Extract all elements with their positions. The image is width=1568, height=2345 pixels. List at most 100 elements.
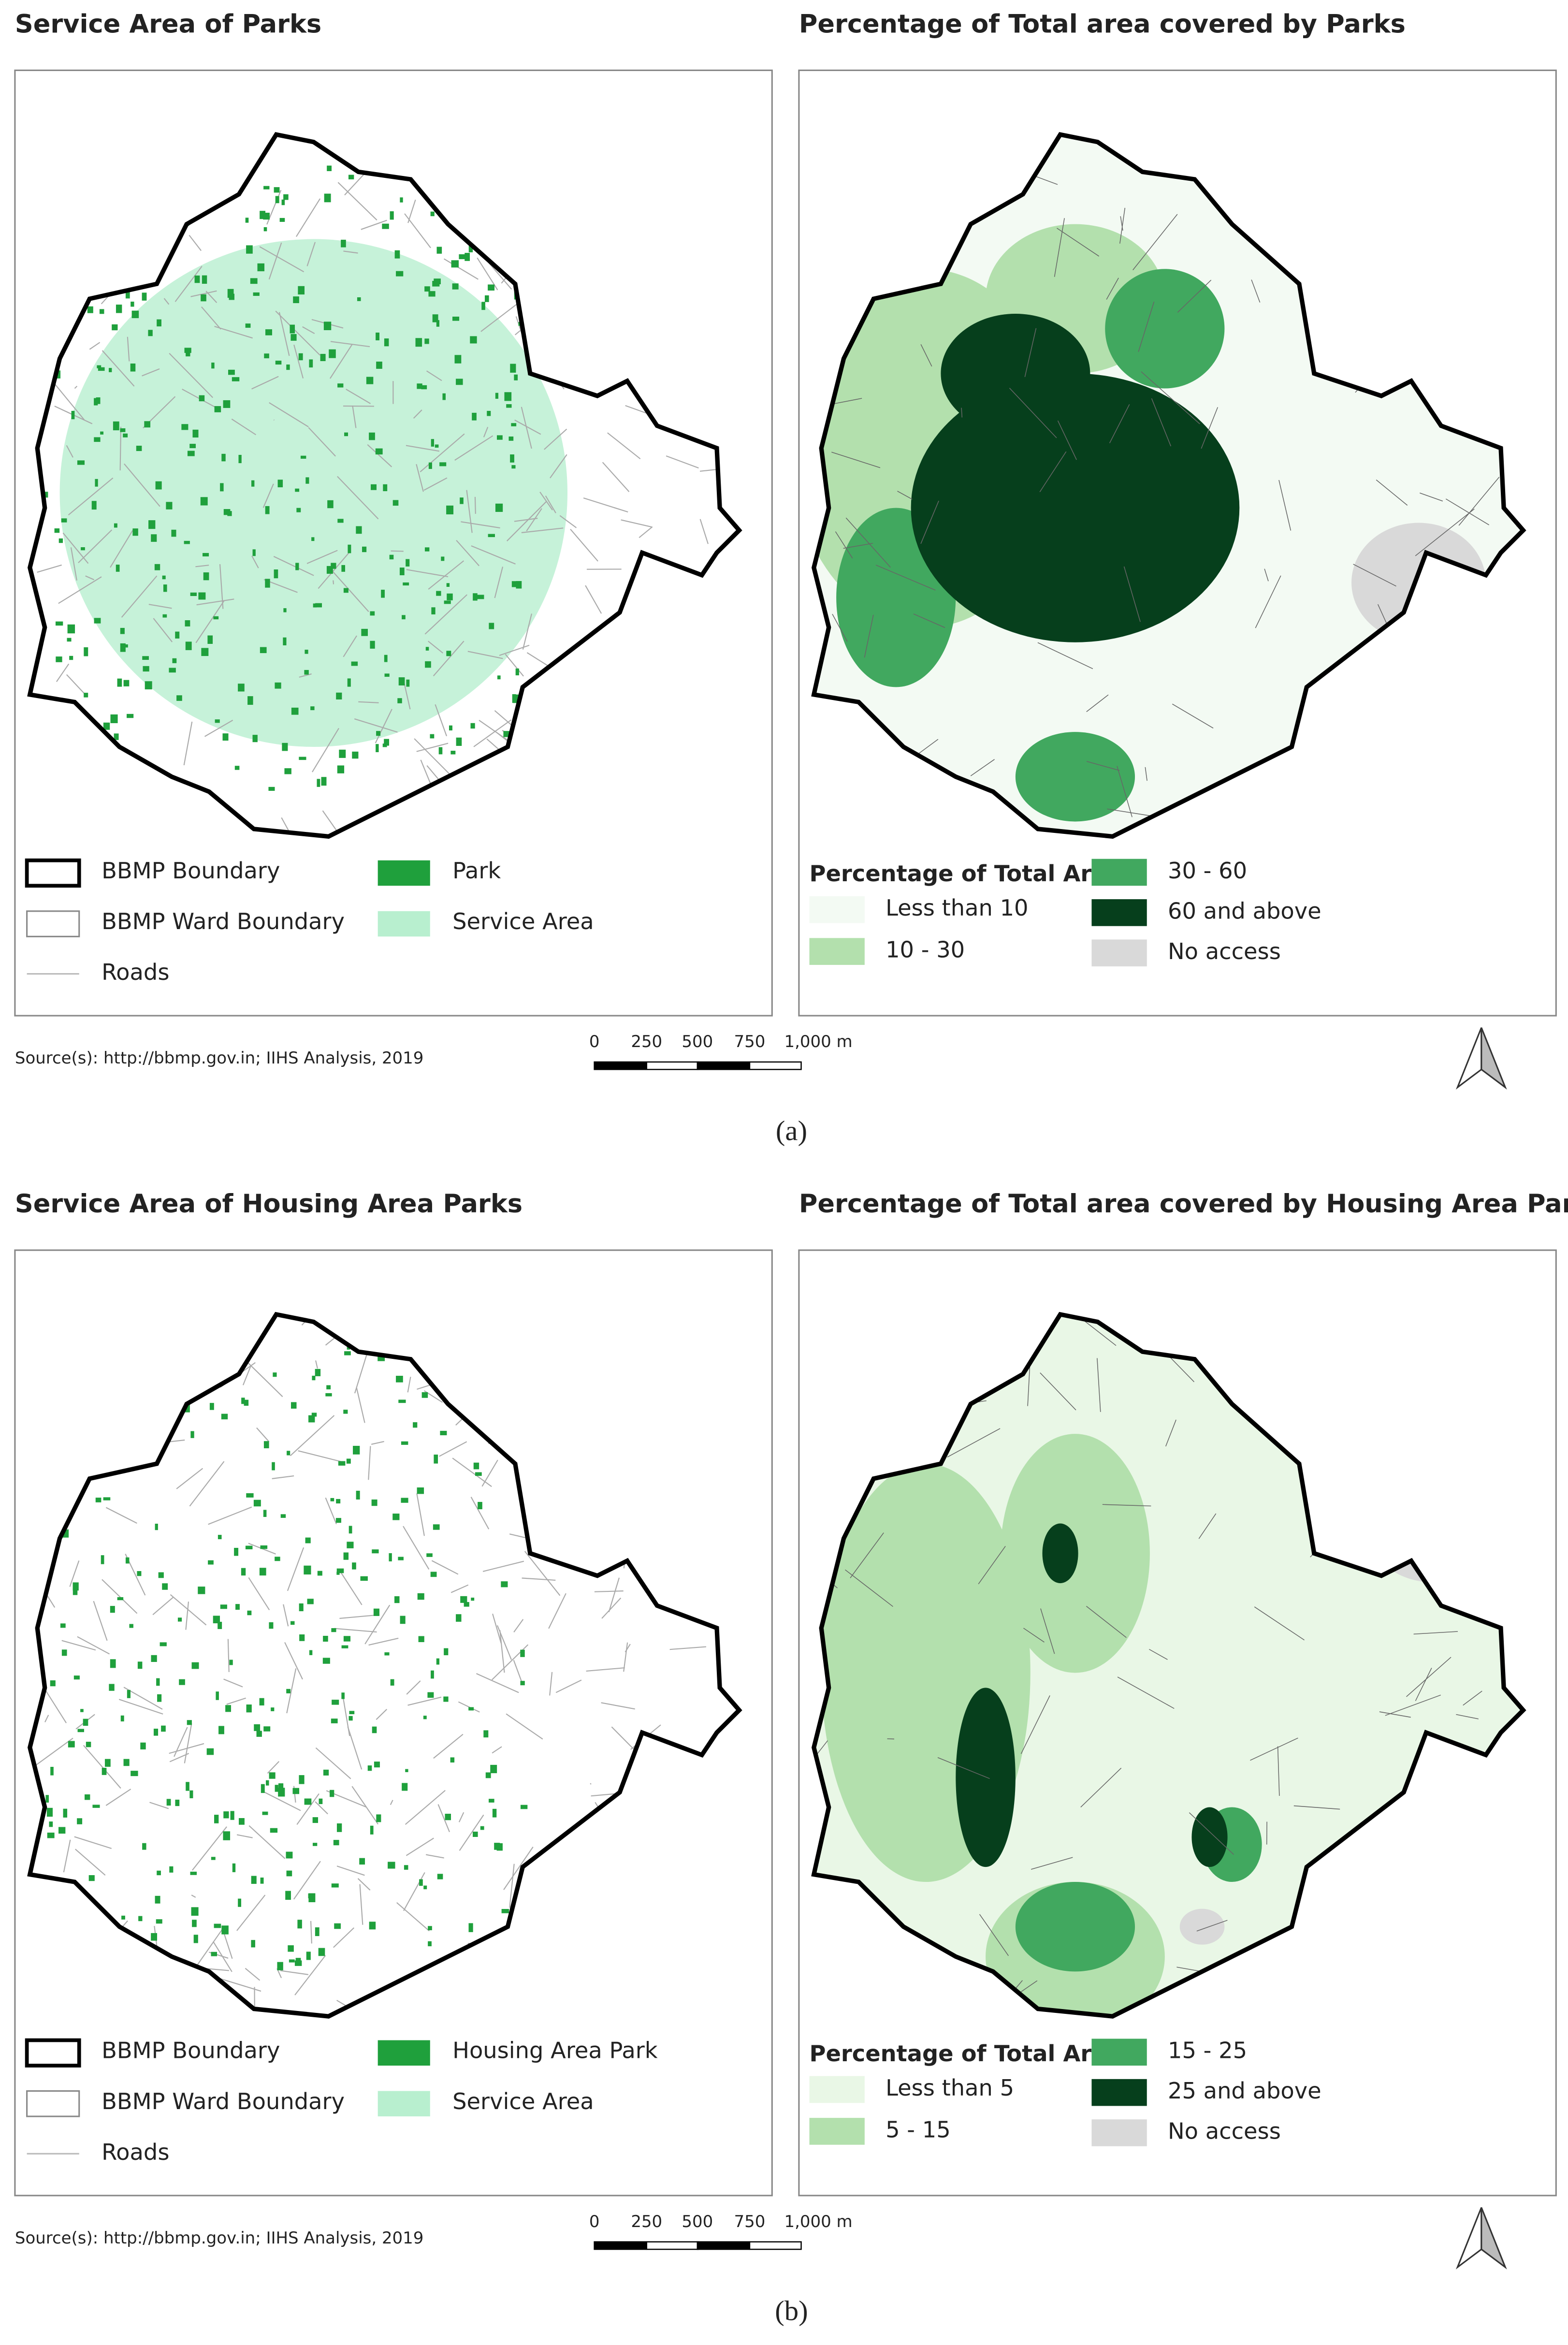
park xyxy=(51,1467,57,1476)
road xyxy=(192,1826,227,1871)
park xyxy=(290,324,295,334)
road xyxy=(702,151,727,162)
park xyxy=(99,1419,103,1427)
road xyxy=(29,527,40,530)
road xyxy=(602,462,630,492)
park xyxy=(232,377,240,381)
road xyxy=(639,1535,674,1563)
road xyxy=(376,1709,388,1720)
road xyxy=(29,1549,38,1557)
park xyxy=(53,1923,58,1931)
park xyxy=(185,641,192,650)
road xyxy=(538,152,557,157)
road xyxy=(697,1314,718,1351)
road xyxy=(524,1551,561,1596)
ward-boundary xyxy=(1054,218,1065,277)
map-frame xyxy=(798,1249,1557,2197)
road xyxy=(56,663,70,682)
park xyxy=(221,1413,228,1420)
road xyxy=(662,1344,686,1359)
park xyxy=(331,1628,336,1632)
park xyxy=(421,1392,428,1398)
road xyxy=(75,1849,106,1876)
ward-boundary xyxy=(1102,1504,1151,1507)
road xyxy=(293,344,304,379)
park xyxy=(189,444,196,449)
map-frame xyxy=(798,69,1557,1017)
park xyxy=(137,1661,143,1669)
park xyxy=(436,320,439,327)
park xyxy=(384,673,390,677)
road xyxy=(635,1954,658,1981)
park xyxy=(131,301,134,307)
park xyxy=(286,1870,292,1877)
park xyxy=(431,1670,434,1679)
park xyxy=(417,1593,424,1600)
ward-boundary xyxy=(1458,477,1500,526)
park xyxy=(121,644,128,648)
road xyxy=(269,402,309,427)
park xyxy=(70,1373,76,1378)
park xyxy=(369,432,375,440)
road xyxy=(570,1903,588,1921)
road xyxy=(675,1314,698,1342)
road xyxy=(505,654,524,677)
park xyxy=(304,670,309,675)
ward-boundary xyxy=(1514,1860,1519,1883)
scale-bar xyxy=(749,1061,802,1070)
park xyxy=(214,1923,221,1928)
road xyxy=(272,1475,294,1479)
road xyxy=(124,463,160,507)
road xyxy=(63,1839,71,1873)
park xyxy=(404,1865,408,1870)
park xyxy=(49,1821,53,1827)
park xyxy=(82,788,88,794)
road xyxy=(470,1497,490,1529)
park xyxy=(238,454,242,464)
park xyxy=(520,1805,528,1809)
park xyxy=(394,250,400,259)
ward-boundary xyxy=(1390,652,1443,675)
park xyxy=(186,350,190,357)
ward-boundary xyxy=(979,1914,1009,1956)
scale-bar xyxy=(594,1061,647,1070)
park xyxy=(166,1799,171,1806)
road xyxy=(170,1594,207,1626)
park xyxy=(131,310,139,319)
park xyxy=(91,501,97,510)
park xyxy=(446,651,451,656)
road xyxy=(329,344,353,379)
park xyxy=(45,1795,49,1803)
road xyxy=(428,1349,438,1366)
park xyxy=(136,446,142,452)
park xyxy=(113,421,119,431)
road xyxy=(350,1314,373,1336)
park xyxy=(390,211,394,220)
park xyxy=(376,332,380,341)
ward-boundary xyxy=(1396,1445,1444,1487)
road xyxy=(658,757,670,772)
park xyxy=(147,1447,155,1457)
ward-boundary xyxy=(1172,703,1214,729)
park xyxy=(206,1748,214,1755)
road xyxy=(75,1359,114,1384)
road xyxy=(201,1334,220,1337)
ward-boundary xyxy=(850,1532,884,1578)
park xyxy=(394,1596,400,1603)
road xyxy=(396,1902,430,1932)
road xyxy=(699,519,709,544)
park xyxy=(288,1945,294,1952)
road xyxy=(450,1584,469,1593)
map-title: Percentage of Total area covered by Park… xyxy=(799,9,1406,39)
park xyxy=(389,1553,392,1561)
park xyxy=(181,424,189,430)
road xyxy=(339,1614,380,1619)
road xyxy=(425,1854,444,1859)
legend-title: Percentage of Total Area xyxy=(810,2040,1122,2067)
road xyxy=(464,1314,508,1325)
road xyxy=(496,1625,512,1660)
park xyxy=(142,292,147,301)
road xyxy=(416,464,424,492)
road xyxy=(514,518,538,522)
park xyxy=(514,374,518,380)
